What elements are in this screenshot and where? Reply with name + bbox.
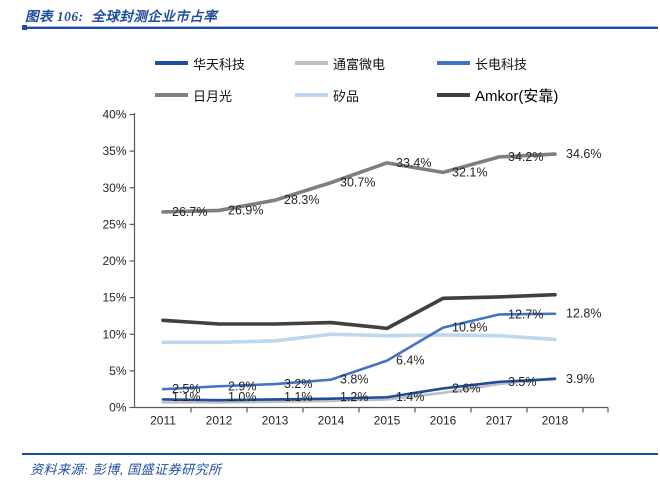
source-note: 资料来源: 彭博, 国盛证券研究所: [30, 462, 222, 477]
y-axis: 0% 5% 10% 15% 20% 25% 30% 35% 40%: [102, 108, 136, 415]
series-line-1: [161, 376, 557, 404]
series-line-3: [161, 152, 557, 214]
series-labels-2: 2.5% 2.9% 3.2% 3.8% 6.4% 10.9% 12.7% 12.8%: [172, 307, 601, 396]
data-label: 34.6%: [566, 147, 601, 161]
x-tick-label: 2015: [374, 414, 401, 428]
legend-line-swatch: [295, 93, 328, 97]
series-line-4: [161, 332, 557, 345]
y-tick-label: 0%: [109, 401, 127, 415]
chart-title: 图表 106: 全球封测企业市占率: [25, 9, 218, 24]
data-label: 34.2%: [508, 150, 543, 164]
x-axis: 2011 2012 2013 2014 2015 2016 2017 2018: [134, 406, 609, 428]
series-labels-3: 26.7% 26.9% 28.3% 30.7% 33.4% 32.1% 34.2% 34.6%: [172, 147, 601, 219]
data-label: 3.8%: [340, 373, 369, 387]
series-labels-0: 1.1% 1.0% 1.1% 1.2% 1.4% 2.6% 3.5% 3.9%: [172, 372, 595, 404]
data-label: 1.4%: [396, 390, 425, 404]
y-tick-label: 10%: [102, 327, 126, 341]
data-label: 30.7%: [340, 176, 375, 190]
legend-item-2: 长电科技: [437, 55, 528, 72]
x-tick-label: 2014: [318, 414, 345, 428]
title-rule: [22, 25, 658, 30]
data-label: 6.4%: [396, 354, 425, 368]
data-label: 33.4%: [396, 156, 431, 170]
x-tick-label: 2016: [430, 414, 457, 428]
legend-item-0: 华天科技: [155, 55, 246, 72]
data-label: 1.1%: [284, 390, 313, 404]
data-label: 12.7%: [508, 307, 543, 321]
legend-item-1: 通富微电: [295, 55, 386, 72]
legend-label: 华天科技: [193, 56, 246, 72]
x-tick-label: 2011: [150, 414, 176, 428]
x-tick-label: 2018: [542, 414, 569, 428]
data-label: 2.5%: [172, 382, 201, 396]
legend-line-swatch: [437, 61, 470, 65]
legend-label: 日月光: [193, 88, 233, 104]
data-label: 28.3%: [284, 193, 319, 207]
data-label: 2.9%: [228, 379, 257, 393]
data-label: 32.1%: [452, 165, 487, 179]
data-label: 26.7%: [172, 205, 207, 219]
data-label: 10.9%: [452, 321, 487, 335]
data-label: 26.9%: [228, 203, 263, 217]
legend-label: 矽品: [333, 88, 360, 104]
data-label: 1.2%: [340, 390, 369, 404]
legend-line-swatch: [295, 61, 328, 65]
x-tick-label: 2017: [486, 414, 513, 428]
data-label: 2.6%: [452, 381, 481, 395]
y-tick-label: 35%: [102, 144, 126, 158]
legend-label: 长电科技: [475, 56, 528, 72]
y-tick-label: 25%: [102, 217, 126, 231]
y-tick-label: 30%: [102, 181, 126, 195]
legend-item-5: Amkor(安靠): [437, 87, 559, 105]
legend-line-swatch: [155, 93, 188, 97]
legend-item-3: 日月光: [155, 87, 233, 104]
series-line-2: [161, 312, 557, 391]
data-label: 3.2%: [284, 377, 313, 391]
legend-label: 通富微电: [333, 56, 386, 72]
y-tick-label: 40%: [102, 108, 126, 122]
x-tick-label: 2013: [262, 414, 289, 428]
footer-rule: [22, 453, 658, 455]
data-label: 3.5%: [508, 375, 537, 389]
legend-label: Amkor(安靠): [475, 87, 559, 105]
data-label: 3.9%: [566, 372, 595, 386]
x-tick-label: 2012: [206, 414, 233, 428]
y-tick-label: 20%: [102, 254, 126, 268]
y-tick-label: 15%: [102, 291, 126, 305]
legend-item-4: 矽品: [295, 87, 360, 104]
y-tick-label: 5%: [109, 364, 127, 378]
series-line-5: [161, 292, 557, 331]
data-label: 1.0%: [228, 390, 257, 404]
data-label: 1.1%: [172, 390, 201, 404]
legend-line-swatch: [155, 61, 188, 65]
data-label: 12.8%: [566, 307, 601, 321]
series-line-0: [161, 377, 557, 402]
legend-line-swatch: [437, 93, 470, 97]
